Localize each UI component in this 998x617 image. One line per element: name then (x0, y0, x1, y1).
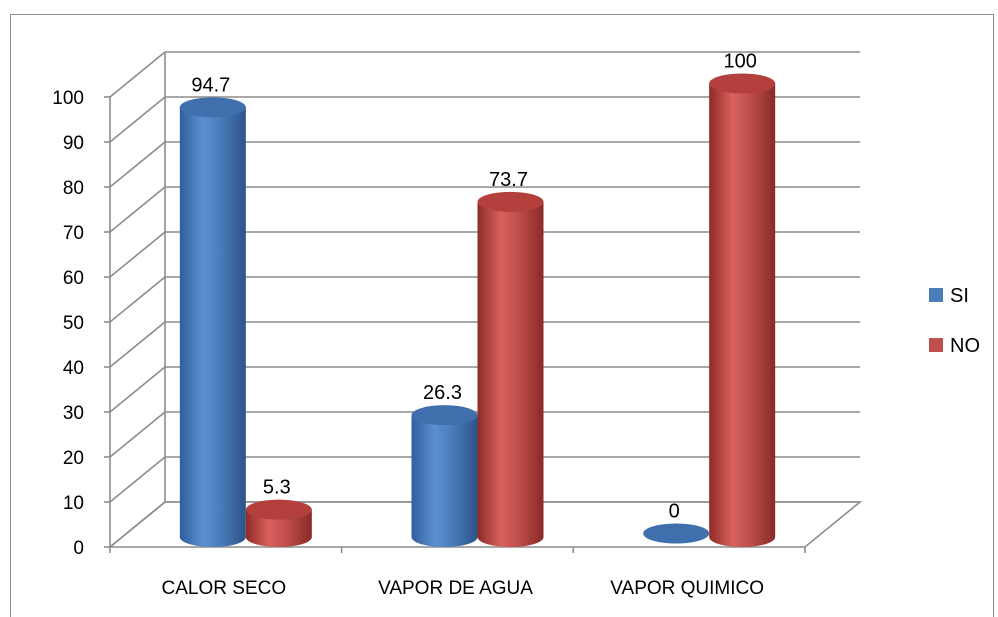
bar-si-0: 94.7 (179, 74, 246, 547)
bar-si-2: 0 (643, 501, 710, 544)
y-tick-label: 10 (63, 493, 84, 514)
data-label: 5.3 (263, 477, 291, 499)
y-axis: 0 10 20 30 40 50 60 70 80 90 100 (52, 88, 111, 559)
bar-body (709, 83, 776, 547)
data-label: 94.7 (191, 74, 230, 96)
y-tick-label: 30 (63, 403, 84, 424)
side-gridline (109, 51, 166, 98)
side-gridline (109, 411, 166, 458)
y-tick-label: 80 (63, 178, 84, 199)
side-gridline (109, 456, 166, 503)
bar-top (245, 499, 312, 520)
legend-swatch-si (929, 288, 943, 302)
side-gridline (109, 141, 166, 188)
x-tick-label: CALOR SECO (162, 578, 287, 599)
side-gridline (109, 231, 166, 278)
side-gridline (109, 96, 166, 143)
bar-top (477, 191, 544, 212)
side-gridline (109, 321, 166, 368)
x-tick-label: VAPOR QUIMICO (610, 578, 764, 599)
y-tick-label: 0 (73, 538, 84, 559)
data-label: 73.7 (489, 169, 528, 191)
legend-swatch-no (929, 338, 943, 352)
bars: 94.7 5.3 26.3 73.7 0 100 (179, 51, 776, 547)
y-tick-label: 50 (63, 313, 84, 334)
bar-no-0: 5.3 (245, 477, 312, 547)
x-axis: CALOR SECO VAPOR DE AGUA VAPOR QUIMICO (109, 547, 806, 599)
data-label: 100 (723, 51, 756, 73)
y-tick-label: 20 (63, 448, 84, 469)
y-tick-label: 60 (63, 268, 84, 289)
y-tick-label: 100 (52, 88, 84, 109)
bar-no-2: 100 (709, 51, 776, 547)
bar-si-1: 26.3 (411, 382, 478, 547)
y-tick-label: 40 (63, 358, 84, 379)
bar-body (179, 107, 246, 547)
side-gridline (109, 186, 166, 233)
bar-top (179, 97, 246, 118)
legend: SI NO (929, 285, 980, 357)
legend-label: SI (950, 285, 969, 307)
legend-label: NO (950, 335, 980, 357)
side-gridline (109, 276, 166, 323)
data-label: 0 (669, 501, 680, 523)
y-tick-label: 90 (63, 133, 84, 154)
data-label: 26.3 (423, 382, 462, 404)
bar-body (477, 201, 544, 547)
bar-top (411, 405, 478, 426)
bar-top (643, 523, 710, 544)
y-tick-label: 70 (63, 223, 84, 244)
side-gridline (109, 366, 166, 413)
bar-no-1: 73.7 (477, 169, 544, 547)
x-tick-label: VAPOR DE AGUA (378, 578, 533, 599)
bar-top (709, 73, 776, 94)
bar-body (245, 509, 312, 547)
bar-body (411, 415, 478, 547)
